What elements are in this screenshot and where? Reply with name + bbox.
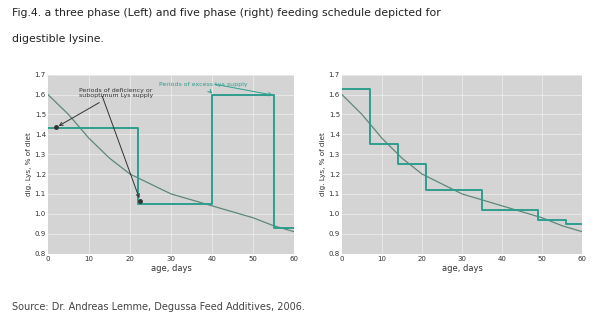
X-axis label: age, days: age, days	[442, 264, 482, 273]
X-axis label: age, days: age, days	[151, 264, 191, 273]
Text: Fig.4. a three phase (Left) and five phase (right) feeding schedule depicted for: Fig.4. a three phase (Left) and five pha…	[12, 8, 441, 18]
Text: Source: Dr. Andreas Lemme, Degussa Feed Additives, 2006.: Source: Dr. Andreas Lemme, Degussa Feed …	[12, 302, 305, 312]
Y-axis label: dig. Lys, % of diet: dig. Lys, % of diet	[320, 132, 326, 196]
Text: Periods of excess Lys supply: Periods of excess Lys supply	[158, 82, 247, 93]
Y-axis label: dig. Lys, % of diet: dig. Lys, % of diet	[26, 132, 32, 196]
Text: digestible lysine.: digestible lysine.	[12, 34, 104, 44]
Text: Periods of deficiency or
suboptimum Lys supply: Periods of deficiency or suboptimum Lys …	[59, 88, 153, 125]
